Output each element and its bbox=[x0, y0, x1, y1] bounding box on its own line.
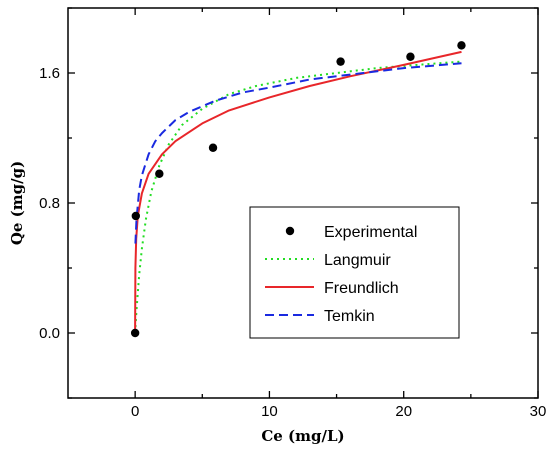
y-tick-label: 0.8 bbox=[39, 195, 60, 212]
x-tick-label: 0 bbox=[131, 403, 139, 420]
series-line-freundlich bbox=[134, 50, 462, 334]
points-layer bbox=[130, 41, 466, 338]
legend-swatch-experimental bbox=[285, 226, 295, 236]
data-point bbox=[406, 52, 415, 61]
legend: Experimental Langmuir Freundlich Temkin bbox=[249, 206, 460, 339]
y-tick-label: 0.0 bbox=[39, 325, 60, 342]
data-point bbox=[457, 41, 466, 50]
legend-label: Freundlich bbox=[324, 280, 399, 297]
y-axis-title: Qe (mg/g) bbox=[8, 161, 26, 245]
y-tick-label: 1.6 bbox=[39, 65, 60, 82]
data-point bbox=[208, 143, 218, 152]
data-point bbox=[336, 57, 345, 66]
curves-layer bbox=[134, 50, 462, 334]
legend-label: Experimental bbox=[324, 224, 417, 241]
x-tick-label: 20 bbox=[395, 403, 412, 420]
series-line-temkin bbox=[134, 62, 462, 244]
legend-label: Langmuir bbox=[324, 252, 391, 269]
x-tick-label: 10 bbox=[261, 403, 278, 420]
data-point bbox=[131, 211, 141, 221]
data-point bbox=[130, 328, 140, 338]
x-tick-label: 30 bbox=[530, 403, 547, 420]
x-axis-title: Ce (mg/L) bbox=[261, 427, 344, 445]
series-line-langmuir bbox=[134, 60, 462, 334]
legend-box bbox=[249, 206, 460, 339]
legend-label: Temkin bbox=[324, 308, 375, 325]
data-point bbox=[155, 169, 164, 178]
plot-frame bbox=[67, 7, 539, 399]
legend-items: Experimental Langmuir Freundlich Temkin bbox=[265, 224, 417, 325]
